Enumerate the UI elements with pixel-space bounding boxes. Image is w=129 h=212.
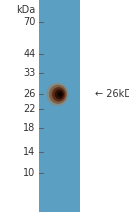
Text: 22: 22 xyxy=(23,104,35,114)
Text: 33: 33 xyxy=(23,68,35,78)
Ellipse shape xyxy=(49,85,67,104)
Bar xyxy=(39,0,80,212)
Ellipse shape xyxy=(55,89,64,99)
Ellipse shape xyxy=(46,83,68,106)
Ellipse shape xyxy=(58,92,62,97)
Text: 10: 10 xyxy=(23,168,35,178)
Ellipse shape xyxy=(52,87,65,102)
Text: kDa: kDa xyxy=(16,4,35,15)
Text: 14: 14 xyxy=(23,146,35,157)
Text: 44: 44 xyxy=(23,49,35,59)
Text: ← 26kDa: ← 26kDa xyxy=(95,89,129,99)
Text: 70: 70 xyxy=(23,17,35,27)
Text: 18: 18 xyxy=(23,123,35,133)
Text: 26: 26 xyxy=(23,89,35,99)
